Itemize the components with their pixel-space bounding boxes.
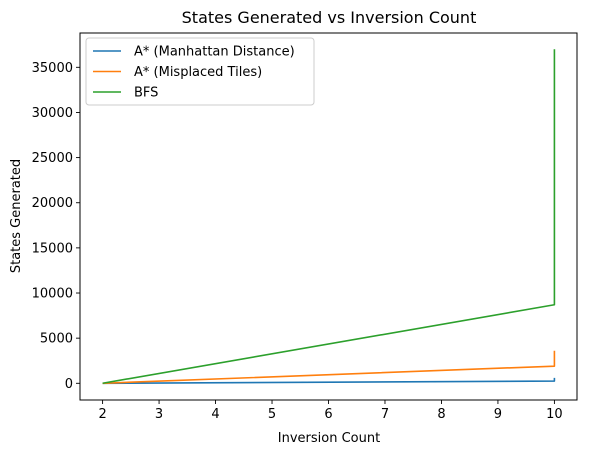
x-axis-label: Inversion Count bbox=[278, 431, 380, 446]
legend-label-0: A* (Manhattan Distance) bbox=[134, 45, 295, 60]
y-tick-label: 5000 bbox=[40, 332, 73, 347]
x-tick-label: 9 bbox=[494, 407, 502, 422]
y-tick-label: 35000 bbox=[32, 61, 73, 76]
legend-label-2: BFS bbox=[134, 86, 158, 101]
legend: A* (Manhattan Distance) A* (Misplaced Til… bbox=[85, 37, 315, 106]
legend-frame bbox=[85, 37, 315, 106]
series-line-0 bbox=[102, 377, 556, 385]
series-line-1 bbox=[102, 350, 556, 385]
y-tick-label: 25000 bbox=[32, 151, 73, 166]
x-tick-label: 7 bbox=[381, 407, 389, 422]
y-tick-label: 0 bbox=[65, 377, 73, 392]
legend-label-1: A* (Misplaced Tiles) bbox=[134, 65, 262, 80]
x-tick-label: 5 bbox=[268, 407, 276, 422]
legend-items: A* (Manhattan Distance) A* (Misplaced Til… bbox=[93, 45, 295, 101]
x-axis-ticks: 2 3 4 5 6 7 8 9 10 bbox=[98, 400, 563, 422]
x-tick-label: 10 bbox=[546, 407, 563, 422]
y-tick-label: 20000 bbox=[32, 196, 73, 211]
x-tick-label: 6 bbox=[324, 407, 332, 422]
chart-title: States Generated vs Inversion Count bbox=[182, 8, 477, 27]
x-tick-label: 3 bbox=[155, 407, 163, 422]
y-axis-label: States Generated bbox=[9, 159, 24, 273]
y-axis-ticks: 0 5000 10000 15000 20000 25000 30000 35000 bbox=[32, 61, 80, 392]
series-line-2 bbox=[102, 49, 556, 385]
series-layer bbox=[102, 49, 556, 385]
y-tick-label: 30000 bbox=[32, 106, 73, 121]
x-tick-label: 8 bbox=[437, 407, 445, 422]
y-tick-label: 15000 bbox=[32, 241, 73, 256]
y-tick-label: 10000 bbox=[32, 287, 73, 302]
x-tick-label: 4 bbox=[211, 407, 219, 422]
x-tick-label: 2 bbox=[98, 407, 106, 422]
